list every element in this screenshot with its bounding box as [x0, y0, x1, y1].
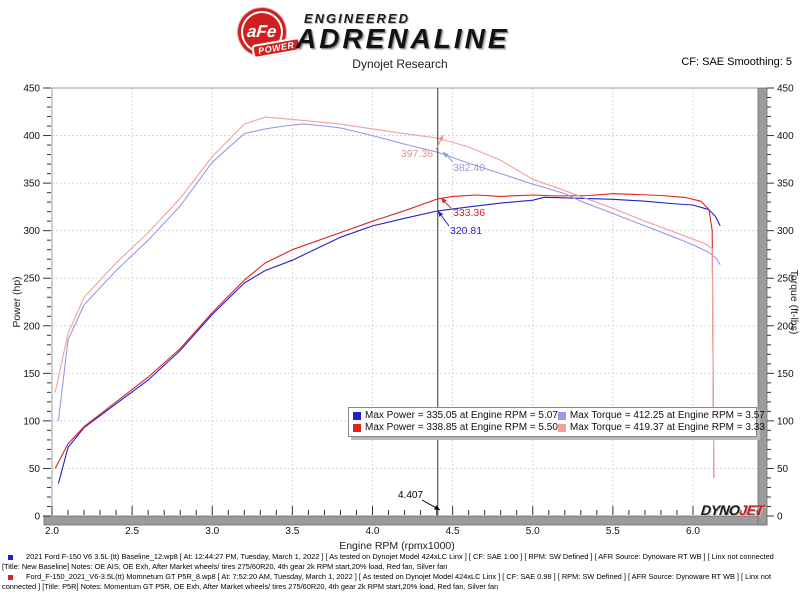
cursor-value-annotation: 397.36: [401, 148, 433, 160]
afe-logo-text: aFe: [246, 22, 278, 41]
y-left-tick-label: 200: [23, 321, 40, 332]
x-tick-label: 4.5: [446, 526, 460, 537]
run-bullet-icon: [8, 555, 13, 560]
legend-item-1: Max Torque = 412.25 at Engine RPM = 3.57: [557, 410, 765, 421]
legend-swatch-icon: [353, 411, 361, 420]
x-tick-label: 5.5: [606, 526, 620, 537]
curve-baseline-power-hp-: [57, 196, 721, 484]
x-tick-label: 2.0: [45, 526, 59, 537]
y-left-tick-label: 250: [23, 274, 40, 285]
y-left-tick-label: 300: [23, 226, 40, 237]
y-right-tick-label: 0: [777, 512, 783, 523]
legend-item-0: Max Power = 335.05 at Engine RPM = 5.07: [353, 410, 558, 421]
curve-baseline-torque-ft-lbs-: [57, 123, 721, 421]
y-left-tick-label: 400: [23, 131, 40, 142]
y-right-tick-label: 300: [777, 226, 794, 237]
y-left-tick-label: 450: [23, 84, 40, 95]
legend-item-3: Max Torque = 419.37 at Engine RPM = 3.33: [557, 422, 765, 433]
x-tick-label: 5.0: [526, 526, 540, 537]
run-info-line1: 2021 Ford F-150 V6 3.5L (tt) Baseline_12…: [26, 552, 774, 561]
run-bullet-icon: [8, 575, 13, 581]
x-tick-label: 6.0: [686, 526, 700, 537]
y-axis-bar: [757, 87, 768, 526]
run-info-line2: [Title: New Baseline] Notes: OE AIS, OE …: [2, 561, 448, 571]
legend-swatch-icon: [353, 423, 361, 432]
y-left-tick-label: 50: [29, 464, 41, 475]
x-tick-label: 3.0: [205, 526, 219, 537]
x-tick-label: 3.5: [285, 526, 299, 537]
y-left-axis-label: Power (hp): [11, 276, 23, 327]
legend-label: Max Torque = 419.37 at Engine RPM = 3.33: [569, 422, 765, 433]
page-title: Dynojet Research: [352, 57, 448, 71]
curve-p5r-power-hp-: [54, 193, 715, 479]
y-right-tick-label: 100: [777, 416, 794, 427]
cursor-value-annotation: 320.81: [450, 225, 482, 237]
dynojet-logo: DYNOJET: [700, 502, 764, 518]
y-right-tick-label: 200: [777, 321, 794, 332]
curve-p5r-torque-ft-lbs-: [54, 116, 715, 479]
y-right-tick-label: 400: [777, 131, 794, 142]
y-left-tick-label: 350: [23, 179, 40, 190]
logo-engineered-text: ENGINEERED: [304, 11, 410, 26]
x-tick-label: 2.5: [125, 526, 139, 537]
run-info-1: Ford_F-150_2021_V6-3.5L(tt) Momnetum GT …: [0, 572, 800, 591]
x-axis-bar: [43, 515, 768, 526]
y-left-tick-label: 0: [34, 512, 40, 523]
legend-item-2: Max Power = 338.85 at Engine RPM = 5.50: [353, 422, 558, 433]
dyno-plot: 0 0 50 50 100 100 150 150 200 200 250 250 300 300 350 3…: [11, 84, 800, 553]
y-left-tick-label: 100: [23, 416, 40, 427]
legend-swatch-icon: [557, 411, 566, 420]
y-right-axis-label: Torque (ft-lbs): [788, 270, 800, 335]
legend-swatch-icon: [557, 423, 566, 432]
cursor-rpm-label: 4.407: [398, 490, 423, 501]
cursor-value-annotation: 333.36: [453, 207, 485, 219]
legend-label: Max Torque = 412.25 at Engine RPM = 3.57: [569, 410, 765, 421]
y-right-tick-label: 250: [777, 274, 794, 285]
y-right-tick-label: 450: [777, 84, 794, 95]
run-info-line1: Ford_F-150_2021_V6-3.5L(tt) Momnetum GT …: [26, 572, 772, 582]
smoothing-setting: CF: SAE Smoothing: 5: [681, 56, 792, 68]
legend: Max Power = 335.05 at Engine RPM = 5.07 M…: [348, 407, 765, 437]
y-right-tick-label: 50: [777, 464, 789, 475]
x-tick-label: 4.0: [366, 526, 380, 537]
y-right-tick-label: 150: [777, 369, 794, 380]
dynojet-logo-jet: JET: [738, 502, 765, 518]
logo-adrenaline-text: ADRENALINE: [296, 23, 510, 54]
run-info-line2: connected ] [Title: P5R] Notes: Momentum…: [2, 581, 499, 591]
x-axis-label: Engine RPM (rpmx1000): [339, 540, 455, 552]
cursor-value-annotation: 382.40: [453, 162, 485, 174]
legend-label: Max Power = 335.05 at Engine RPM = 5.07: [365, 410, 558, 421]
y-left-tick-label: 150: [23, 369, 40, 380]
legend-label: Max Power = 338.85 at Engine RPM = 5.50: [365, 422, 558, 433]
run-info-footer: 2021 Ford F-150 V6 3.5L (tt) Baseline_12…: [0, 552, 800, 592]
dynojet-logo-dyno: DYNO: [700, 502, 741, 518]
y-right-tick-label: 350: [777, 179, 794, 190]
run-info-0: 2021 Ford F-150 V6 3.5L (tt) Baseline_12…: [0, 552, 800, 571]
